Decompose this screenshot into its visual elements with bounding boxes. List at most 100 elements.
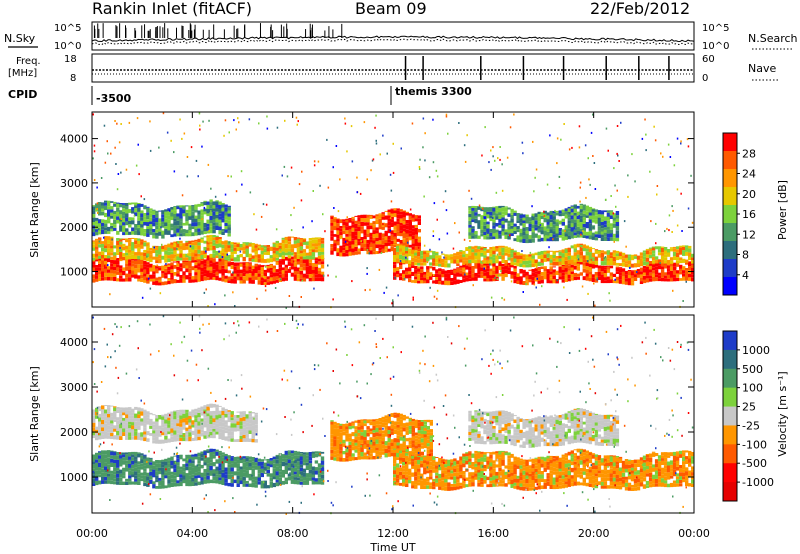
echo-cell (203, 420, 207, 425)
echo-cell (299, 481, 304, 485)
echo-cell (155, 421, 159, 426)
echo-speckle (111, 238, 113, 241)
echo-cell (239, 411, 243, 415)
echo-cell (98, 267, 102, 271)
echo-cell (158, 282, 162, 286)
echo-cell (98, 455, 102, 459)
echo-cell (209, 435, 213, 439)
echo-cell (221, 229, 225, 232)
echo-cell (483, 255, 487, 258)
echo-cell (128, 410, 132, 416)
echo-cell (345, 218, 349, 220)
echo-speckle (634, 180, 636, 183)
echo-cell (363, 214, 367, 219)
echo-cell (384, 230, 388, 234)
echo-cell (104, 462, 108, 467)
echo-cell (137, 228, 141, 232)
echo-cell (212, 219, 216, 223)
echo-cell (107, 450, 111, 452)
echo-cell (549, 210, 553, 212)
echo-cell (119, 255, 123, 260)
echo-cell (435, 269, 439, 274)
echo-cell (513, 250, 517, 253)
echo-cell (498, 265, 502, 270)
echo-speckle (322, 274, 325, 277)
echo-cell (579, 251, 583, 256)
echo-cell (384, 422, 388, 426)
echo-speckle (149, 149, 152, 152)
echo-cell (360, 214, 364, 218)
echo-cell (110, 228, 114, 232)
echo-cell (221, 422, 225, 427)
echo-cell (149, 263, 153, 265)
echo-cell (257, 458, 261, 462)
echo-cell (245, 429, 249, 434)
echo-cell (444, 270, 448, 274)
echo-cell (408, 264, 412, 265)
echo-cell (429, 266, 433, 269)
echo-cell (609, 275, 614, 280)
echo-cell (284, 248, 288, 253)
echo-cell (314, 453, 319, 458)
echo-cell (203, 459, 207, 463)
echo-cell (624, 263, 629, 268)
echo-cell (477, 249, 481, 252)
echo-cell (203, 435, 207, 439)
echo-cell (417, 229, 421, 233)
echo-cell (104, 257, 108, 261)
echo-cell (137, 414, 141, 419)
echo-cell (227, 220, 231, 225)
echo-cell (459, 270, 463, 274)
echo-cell (212, 215, 216, 220)
echo-cell (369, 239, 373, 243)
echo-cell (188, 415, 192, 419)
echo-cell (212, 235, 216, 238)
echo-cell (113, 471, 117, 475)
echo-cell (624, 261, 629, 264)
echo-cell (333, 222, 337, 227)
echo-cell (197, 260, 201, 264)
echo-cell (453, 280, 457, 285)
echo-cell (134, 240, 138, 245)
echo-cell (167, 244, 171, 248)
echo-cell (251, 249, 255, 253)
echo-cell (561, 265, 565, 266)
echo-speckle (531, 205, 533, 208)
echo-cell (540, 251, 544, 255)
echo-cell (314, 481, 319, 485)
echo-cell (552, 258, 556, 262)
echo-cell (200, 223, 204, 227)
echo-cell (122, 243, 126, 247)
echo-cell (417, 426, 421, 431)
echo-cell (314, 460, 319, 464)
echo-cell (345, 239, 349, 243)
echo-cell (354, 420, 358, 423)
echo-speckle (564, 229, 566, 232)
echo-cell (582, 262, 586, 266)
echo-cell (369, 250, 373, 255)
echo-cell (140, 239, 144, 242)
echo-cell (251, 431, 255, 436)
echo-cell (254, 273, 258, 277)
echo-cell (113, 273, 117, 277)
echo-cell (299, 456, 304, 461)
echo-cell (645, 271, 650, 276)
echo-speckle (563, 286, 565, 289)
echo-cell (182, 479, 186, 484)
echo-cell (417, 252, 421, 257)
echo-cell (230, 438, 234, 442)
echo-cell (122, 424, 126, 429)
echo-cell (134, 208, 138, 213)
echo-cell (477, 220, 481, 225)
echo-cell (588, 246, 593, 249)
echo-speckle (579, 200, 581, 203)
echo-cell (654, 266, 659, 270)
echo-cell (152, 268, 156, 272)
echo-cell (600, 265, 605, 267)
echo-cell (146, 414, 150, 418)
echo-cell (224, 408, 228, 410)
echo-cell (173, 430, 177, 435)
echo-cell (272, 459, 276, 464)
echo-cell (354, 439, 358, 443)
echo-cell (495, 248, 499, 252)
